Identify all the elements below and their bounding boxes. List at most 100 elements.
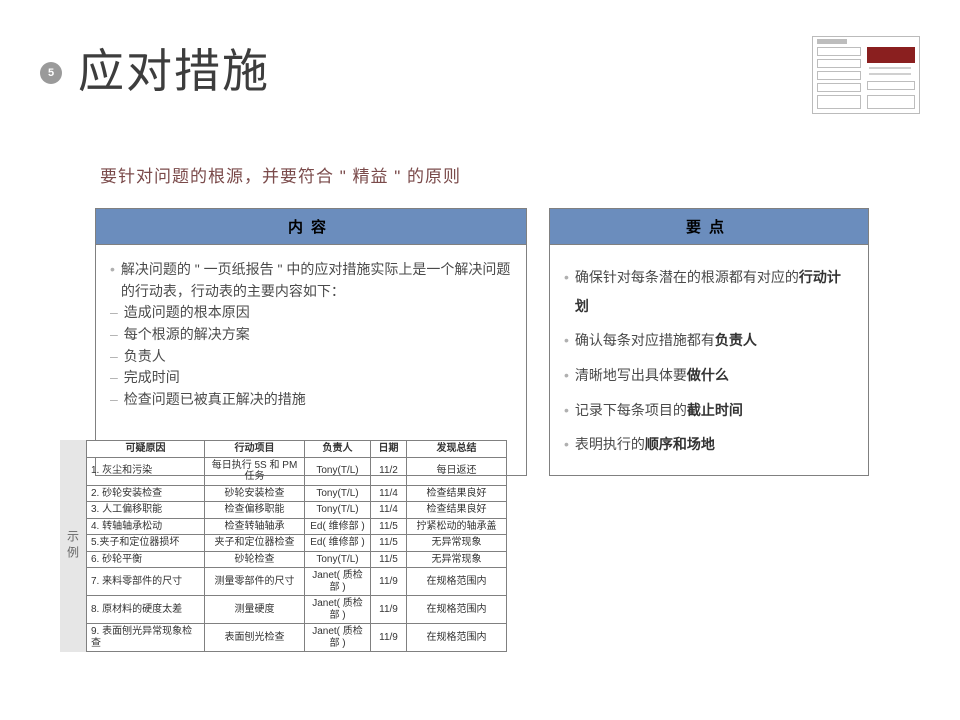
content-sub-item-text: 每个根源的解决方案: [124, 324, 250, 346]
keypoint-text: 确保针对每条潜在的根源都有对应的行动计划: [575, 263, 854, 320]
bullet-icon: •: [564, 396, 569, 425]
table-cell: 11/4: [371, 502, 407, 519]
page-number-badge: 5: [40, 62, 62, 84]
dash-icon: –: [110, 346, 118, 368]
table-row: 5.夹子和定位器损坏夹子和定位器检查Ed( 维修部 )11/5无异常现象: [87, 535, 507, 552]
keypoint-text: 确认每条对应措施都有负责人: [575, 326, 757, 355]
table-cell: 每日执行 5S 和 PM 任务: [205, 457, 305, 485]
table-row: 9. 表面刨光异常现象检查表面刨光检查Janet( 质检部 )11/9在规格范围…: [87, 624, 507, 652]
content-sub-item-text: 负责人: [124, 346, 166, 368]
content-panel: 内容 • 解决问题的 " 一页纸报告 " 中的应对措施实际上是一个解决问题的行动…: [95, 208, 527, 476]
table-row: 7. 来料零部件的尺寸测量零部件的尺寸Janet( 质检部 )11/9在规格范围…: [87, 568, 507, 596]
table-cell: Tony(T/L): [305, 485, 371, 502]
table-header-cell: 负责人: [305, 441, 371, 458]
dash-icon: –: [110, 367, 118, 389]
table-cell: 表面刨光检查: [205, 624, 305, 652]
example-section: 示例 可疑原因行动项目负责人日期发现总结 1. 灰尘和污染每日执行 5S 和 P…: [60, 440, 507, 652]
content-panels: 内容 • 解决问题的 " 一页纸报告 " 中的应对措施实际上是一个解决问题的行动…: [95, 208, 869, 476]
keypoints-panel-body: •确保针对每条潜在的根源都有对应的行动计划•确认每条对应措施都有负责人•清晰地写…: [550, 245, 868, 475]
table-cell: Ed( 维修部 ): [305, 535, 371, 552]
content-sub-item: –每个根源的解决方案: [110, 324, 512, 346]
table-cell: 6. 砂轮平衡: [87, 551, 205, 568]
table-row: 1. 灰尘和污染每日执行 5S 和 PM 任务Tony(T/L)11/2每日返还: [87, 457, 507, 485]
table-cell: 无异常现象: [407, 535, 507, 552]
table-cell: Janet( 质检部 ): [305, 596, 371, 624]
table-cell: 检查结果良好: [407, 485, 507, 502]
table-cell: 夹子和定位器检查: [205, 535, 305, 552]
keypoint-item: •清晰地写出具体要做什么: [564, 361, 854, 390]
table-cell: 9. 表面刨光异常现象检查: [87, 624, 205, 652]
table-row: 3. 人工偏移职能检查偏移职能Tony(T/L)11/4检查结果良好: [87, 502, 507, 519]
table-cell: 7. 来料零部件的尺寸: [87, 568, 205, 596]
keypoint-item: •确认每条对应措施都有负责人: [564, 326, 854, 355]
content-sub-item-text: 检查问题已被真正解决的措施: [124, 389, 306, 411]
page-thumbnail: [812, 36, 920, 114]
example-table: 可疑原因行动项目负责人日期发现总结 1. 灰尘和污染每日执行 5S 和 PM 任…: [86, 440, 507, 652]
content-sub-item-text: 造成问题的根本原因: [124, 302, 250, 324]
bullet-icon: •: [564, 326, 569, 355]
table-cell: 11/9: [371, 596, 407, 624]
table-header-cell: 日期: [371, 441, 407, 458]
content-sub-item: –造成问题的根本原因: [110, 302, 512, 324]
table-cell: Tony(T/L): [305, 502, 371, 519]
bullet-icon: •: [564, 430, 569, 459]
table-header-cell: 可疑原因: [87, 441, 205, 458]
table-cell: 11/2: [371, 457, 407, 485]
table-cell: 检查偏移职能: [205, 502, 305, 519]
content-panel-body: • 解决问题的 " 一页纸报告 " 中的应对措施实际上是一个解决问题的行动表，行…: [96, 245, 526, 421]
table-row: 4. 转轴轴承松动检查转轴轴承Ed( 维修部 )11/5拧紧松动的轴承盖: [87, 518, 507, 535]
table-cell: 拧紧松动的轴承盖: [407, 518, 507, 535]
table-cell: 在规格范围内: [407, 568, 507, 596]
example-tab-label: 示例: [65, 530, 82, 562]
table-cell: 2. 砂轮安装检查: [87, 485, 205, 502]
table-cell: 在规格范围内: [407, 596, 507, 624]
keypoints-panel: 要点 •确保针对每条潜在的根源都有对应的行动计划•确认每条对应措施都有负责人•清…: [549, 208, 869, 476]
table-cell: 检查结果良好: [407, 502, 507, 519]
table-cell: 砂轮安装检查: [205, 485, 305, 502]
table-cell: Ed( 维修部 ): [305, 518, 371, 535]
table-cell: 在规格范围内: [407, 624, 507, 652]
table-cell: 每日返还: [407, 457, 507, 485]
bullet-icon: •: [110, 259, 115, 302]
content-sub-item: –完成时间: [110, 367, 512, 389]
bullet-icon: •: [564, 263, 569, 320]
table-header-cell: 行动项目: [205, 441, 305, 458]
table-row: 2. 砂轮安装检查砂轮安装检查Tony(T/L)11/4检查结果良好: [87, 485, 507, 502]
table-row: 6. 砂轮平衡砂轮检查Tony(T/L)11/5无异常现象: [87, 551, 507, 568]
bullet-icon: •: [564, 361, 569, 390]
table-cell: Tony(T/L): [305, 457, 371, 485]
content-intro: 解决问题的 " 一页纸报告 " 中的应对措施实际上是一个解决问题的行动表，行动表…: [121, 259, 512, 302]
table-row: 8. 原材料的硬度太差测量硬度Janet( 质检部 )11/9在规格范围内: [87, 596, 507, 624]
page-title: 应对措施: [78, 35, 270, 101]
dash-icon: –: [110, 324, 118, 346]
table-cell: 检查转轴轴承: [205, 518, 305, 535]
content-sub-item: –检查问题已被真正解决的措施: [110, 389, 512, 411]
table-cell: 8. 原材料的硬度太差: [87, 596, 205, 624]
table-cell: 11/9: [371, 624, 407, 652]
table-cell: 无异常现象: [407, 551, 507, 568]
table-cell: 11/5: [371, 518, 407, 535]
page-subtitle: 要针对问题的根源，并要符合 " 精益 " 的原则: [100, 162, 461, 187]
table-cell: 11/5: [371, 551, 407, 568]
table-cell: 11/5: [371, 535, 407, 552]
table-cell: 11/9: [371, 568, 407, 596]
keypoint-text: 表明执行的顺序和场地: [575, 430, 715, 459]
table-cell: 4. 转轴轴承松动: [87, 518, 205, 535]
table-cell: Janet( 质检部 ): [305, 624, 371, 652]
content-sub-item-text: 完成时间: [124, 367, 180, 389]
keypoint-item: •记录下每条项目的截止时间: [564, 396, 854, 425]
table-cell: 11/4: [371, 485, 407, 502]
table-cell: 3. 人工偏移职能: [87, 502, 205, 519]
keypoint-text: 清晰地写出具体要做什么: [575, 361, 729, 390]
keypoints-panel-header: 要点: [550, 209, 868, 245]
table-cell: Janet( 质检部 ): [305, 568, 371, 596]
content-sub-item: –负责人: [110, 346, 512, 368]
dash-icon: –: [110, 302, 118, 324]
table-header-cell: 发现总结: [407, 441, 507, 458]
dash-icon: –: [110, 389, 118, 411]
keypoint-item: •表明执行的顺序和场地: [564, 430, 854, 459]
table-cell: 测量硬度: [205, 596, 305, 624]
example-tab: 示例: [60, 440, 86, 652]
content-panel-header: 内容: [96, 209, 526, 245]
table-cell: 1. 灰尘和污染: [87, 457, 205, 485]
